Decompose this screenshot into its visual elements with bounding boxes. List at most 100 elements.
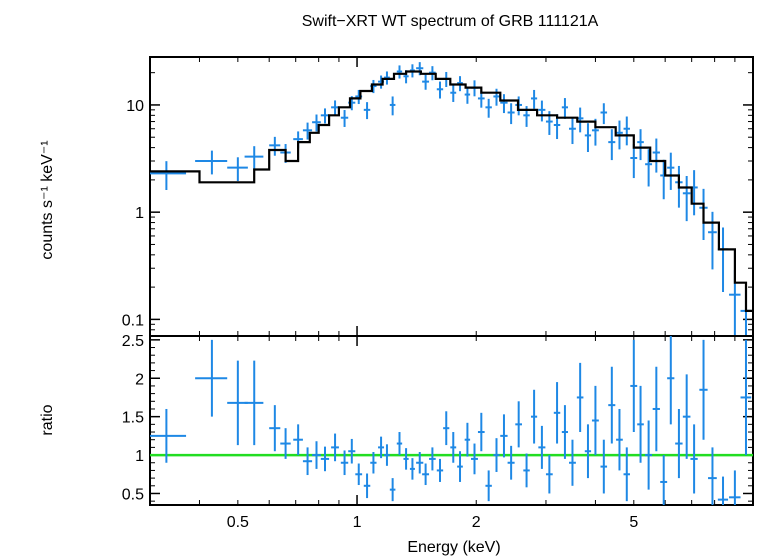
spectrum-data-point: [320, 108, 330, 124]
ratio-data-point: [660, 455, 668, 505]
spectrum-data-point: [630, 144, 638, 179]
ratio-data-point: [348, 438, 356, 464]
spectrum-data-point: [493, 88, 500, 106]
spectrum-data-point: [340, 110, 349, 127]
spectrum-data-point: [389, 96, 396, 116]
spectrum-data-point: [416, 62, 424, 76]
spectrum-data-point: [645, 149, 653, 187]
spectrum-data-point: [244, 146, 264, 170]
ratio-data-point: [553, 382, 561, 444]
spectrum-data-point: [227, 157, 248, 182]
ratio-data-point: [630, 339, 638, 433]
ratio-data-point: [403, 448, 409, 470]
chart-title: Swift−XRT WT spectrum of GRB 111121A: [302, 13, 599, 30]
spectrum-data-point: [507, 103, 515, 125]
spectrum-data-point: [584, 123, 592, 153]
ratio-data-point: [378, 436, 385, 459]
ratio-data-point: [623, 447, 630, 502]
spectrum-data-point: [652, 138, 660, 173]
ratio-data-point: [515, 401, 523, 448]
ratio-data-point: [699, 339, 708, 440]
ratio-data-point: [340, 450, 349, 476]
spectrum-data-point: [500, 94, 508, 114]
spectrum-data-point: [623, 116, 630, 146]
spectrum-data-point: [331, 100, 339, 116]
y-tick-label: 0.5: [122, 486, 144, 503]
spectrum-data-point: [708, 211, 717, 270]
ratio-data-point: [429, 447, 436, 471]
spectrum-data-point: [485, 98, 492, 118]
spectrum-data-point: [450, 85, 457, 102]
x-tick-label: 2: [472, 514, 481, 531]
ratio-data-point: [568, 439, 576, 486]
ratio-data-point: [608, 366, 616, 444]
y-tick-label: 0.1: [122, 312, 144, 329]
spectrum-data-point: [150, 161, 187, 190]
ratio-data-point: [363, 473, 371, 499]
ratio-data-point: [523, 453, 530, 488]
ratio-data-point: [591, 385, 599, 456]
ratio-data-point: [600, 439, 608, 494]
spectrum-data-point: [538, 100, 546, 122]
ratio-data-point: [320, 446, 330, 472]
ratio-data-point: [616, 408, 623, 471]
spectrum-data-point: [600, 103, 608, 125]
y-tick-label: 1: [135, 205, 144, 222]
y-axis-label-counts: counts s⁻¹ keV⁻¹: [39, 140, 56, 259]
ratio-data-point: [717, 476, 729, 505]
y-tick-label: 1.5: [122, 410, 144, 427]
ratio-data-point: [682, 374, 691, 459]
ratio-data-point: [545, 455, 553, 494]
ratio-data-point: [576, 362, 584, 433]
ratio-data-point: [708, 447, 717, 505]
y-axis-label-ratio: ratio: [39, 404, 56, 435]
ratio-data-point: [729, 470, 741, 505]
ratio-data-point: [370, 451, 377, 474]
spectrum-data-point: [422, 74, 430, 90]
ratio-data-point: [584, 424, 592, 479]
ratio-data-point: [409, 458, 415, 480]
ratio-data-point: [422, 463, 430, 486]
spectrum-data-point: [436, 81, 444, 99]
ratio-data-point: [227, 360, 248, 446]
spectrum-frame: [149, 56, 754, 337]
ratio-data-point: [530, 389, 538, 444]
ratio-data-point: [652, 366, 660, 452]
ratio-data-point: [457, 451, 463, 482]
ratio-data-point: [436, 458, 444, 482]
ratio-data-point: [302, 447, 313, 476]
spectrum-data-point: [312, 114, 321, 132]
y-tick-label: 2: [135, 371, 144, 388]
spectrum-data-point: [637, 129, 644, 161]
ratio-data-point: [675, 408, 683, 479]
spectrum-data-point: [195, 150, 228, 175]
ratio-panel: 0.5 1 1.5 2 2.5: [122, 333, 754, 506]
x-tick-label: 0.5: [227, 514, 249, 531]
ratio-data-point: [150, 408, 187, 463]
ratio-data-point: [645, 420, 653, 490]
y-tick-label: 2.5: [122, 333, 144, 350]
ratio-data-point: [538, 425, 546, 469]
ratio-data-point: [493, 438, 500, 472]
model-step-line: [150, 70, 753, 312]
ratio-data-point: [293, 424, 303, 456]
spectrum-data-point: [269, 136, 281, 156]
ratio-data-point: [443, 411, 450, 446]
y-tick-label: 10: [126, 98, 144, 115]
x-tick-label: 5: [629, 514, 638, 531]
x-axis-label: Energy (keV): [407, 539, 500, 556]
spectrum-data-point: [682, 175, 691, 222]
ratio-frame: [149, 335, 754, 506]
ratio-data-point: [312, 441, 321, 469]
x-tick-label: 1: [353, 514, 362, 531]
ratio-data-point: [507, 445, 515, 480]
ratio-data-point: [331, 433, 339, 462]
ratio-data-point: [384, 444, 390, 466]
spectrum-data-point: [363, 102, 371, 120]
spectrum-data-point: [608, 129, 616, 161]
ratio-data-point: [637, 385, 644, 463]
spectrum-data-point: [464, 86, 471, 104]
ratio-data-point: [470, 443, 478, 475]
ratio-data-point: [396, 432, 403, 456]
